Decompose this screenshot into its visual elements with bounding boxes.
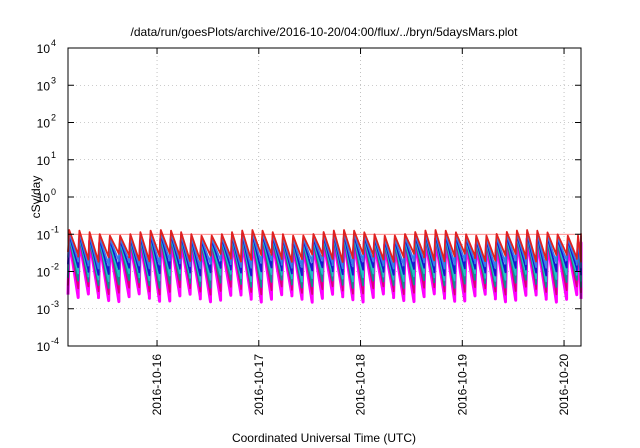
x-axis-label: Coordinated Universal Time (UTC) [232,431,416,445]
plot-frame [67,47,582,347]
y-tick-exponent: 4 [51,38,56,48]
x-tick-label: 2016-10-16 [150,354,164,416]
y-tick-exponent: 0 [51,187,56,197]
chart-title: /data/run/goesPlots/archive/2016-10-20/0… [131,25,519,39]
y-tick-label: 10 [37,79,51,93]
y-tick-label: 10 [37,303,51,317]
y-tick-exponent: 3 [51,75,56,85]
y-tick-exponent: -3 [51,299,59,309]
y-tick-exponent: -2 [51,262,59,272]
y-tick-exponent: -1 [51,224,59,234]
x-tick-label: 2016-10-17 [252,354,266,416]
y-tick-exponent: 1 [51,150,56,160]
y-tick-label: 10 [37,191,51,205]
y-tick-label: 10 [37,266,51,280]
y-tick-label: 10 [37,117,51,131]
y-tick-label: 10 [37,154,51,168]
y-tick-exponent: -4 [51,336,59,346]
y-axis-label: cSv/day [29,176,43,219]
x-tick-label: 2016-10-18 [354,354,368,416]
y-tick-exponent: 2 [51,113,56,123]
y-tick-label: 10 [37,42,51,56]
x-tick-label: 2016-10-20 [557,354,571,416]
y-tick-label: 10 [37,228,51,242]
y-tick-label: 10 [37,340,51,354]
series-line [67,229,582,263]
series-group [66,229,583,304]
x-tick-label: 2016-10-19 [455,354,469,416]
